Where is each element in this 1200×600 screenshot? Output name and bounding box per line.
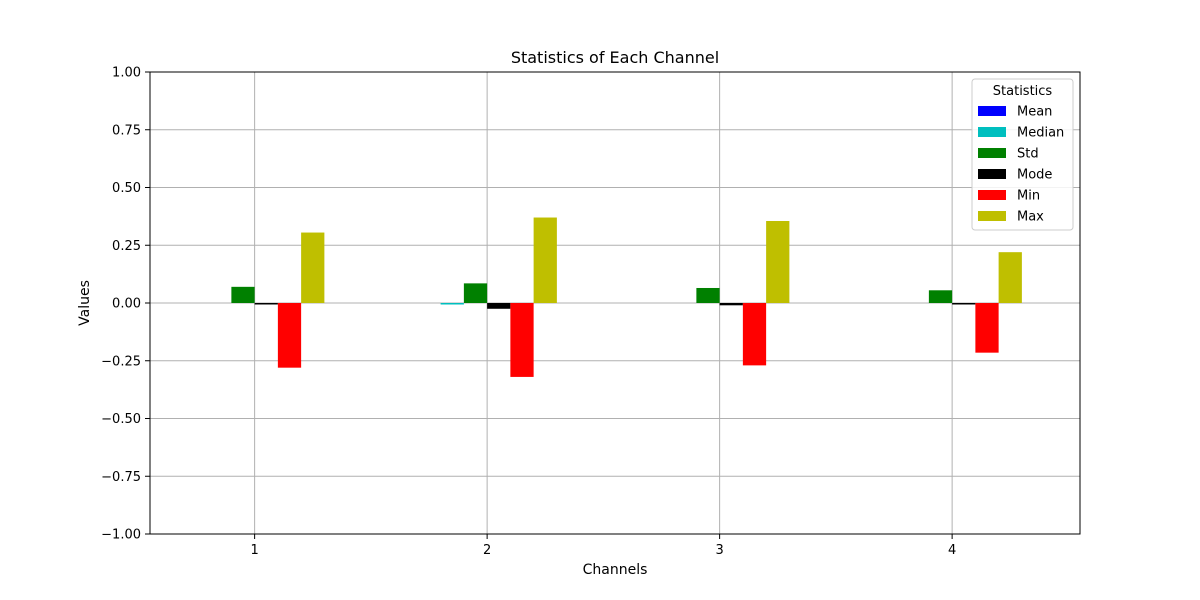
bar-min-channel-2 — [510, 303, 534, 377]
bar-std-channel-3 — [696, 287, 720, 303]
chart-title: Statistics of Each Channel — [511, 48, 719, 67]
legend-swatch-min — [978, 190, 1006, 200]
bar-min-channel-1 — [277, 303, 302, 368]
legend-label-std: Std — [1017, 147, 1039, 162]
bar-max-channel-4 — [998, 252, 1022, 303]
y-tick-label: −0.75 — [101, 470, 141, 485]
y-tick-label: −1.00 — [101, 528, 141, 543]
y-axis-ticks: −1.00 −0.75 −0.50 −0.25 0.00 0.25 0.50 0.75 1.00 — [101, 66, 150, 543]
bar-mode-channel-1 — [254, 303, 278, 305]
legend-title: Statistics — [993, 84, 1053, 99]
legend-label-min: Min — [1017, 189, 1040, 204]
legend-label-mode: Mode — [1017, 168, 1052, 183]
x-axis-ticks: 1 2 3 4 — [250, 534, 956, 558]
legend-swatch-std — [978, 148, 1006, 158]
bars — [231, 217, 1022, 377]
legend-swatch-mean — [978, 106, 1006, 116]
x-tick-label: 3 — [715, 543, 723, 558]
bar-min-channel-4 — [975, 303, 999, 353]
bar-median-channel-2 — [440, 303, 464, 305]
legend: Statistics Mean Median Std Mode Min Max — [971, 78, 1074, 231]
y-tick-label: 0.75 — [112, 123, 141, 138]
bar-std-channel-1 — [231, 286, 255, 303]
y-tick-label: 0.25 — [112, 239, 141, 254]
bar-max-channel-2 — [533, 217, 557, 303]
y-tick-label: −0.50 — [101, 412, 141, 427]
bar-mode-channel-4 — [952, 303, 976, 305]
legend-swatch-mode — [978, 169, 1006, 179]
bar-std-channel-4 — [928, 290, 953, 303]
y-tick-label: 0.00 — [112, 297, 141, 312]
legend-swatch-median — [978, 127, 1006, 137]
bar-std-channel-2 — [463, 283, 488, 303]
legend-label-median: Median — [1017, 126, 1064, 141]
bar-mode-channel-3 — [719, 303, 743, 306]
x-tick-label: 2 — [483, 543, 491, 558]
bar-max-channel-3 — [766, 220, 790, 303]
y-tick-label: −0.25 — [101, 354, 141, 369]
y-tick-label: 0.50 — [112, 181, 141, 196]
bar-max-channel-1 — [301, 232, 325, 303]
legend-label-max: Max — [1017, 210, 1044, 225]
x-tick-label: 4 — [948, 543, 956, 558]
legend-label-mean: Mean — [1017, 105, 1052, 120]
y-tick-label: 1.00 — [112, 66, 141, 81]
y-axis-label: Values — [77, 280, 93, 326]
bar-min-channel-3 — [742, 303, 767, 366]
legend-swatch-max — [978, 211, 1006, 221]
bar-mode-channel-2 — [487, 303, 511, 309]
x-tick-label: 1 — [250, 543, 258, 558]
x-axis-label: Channels — [583, 562, 648, 578]
